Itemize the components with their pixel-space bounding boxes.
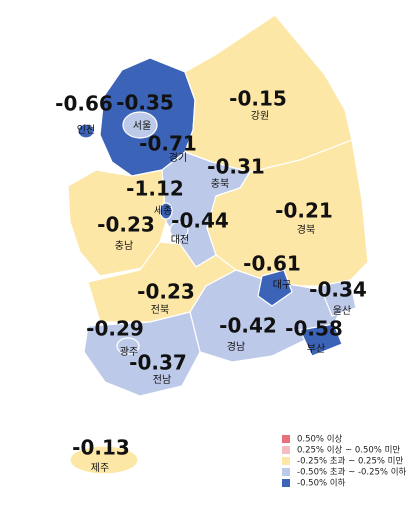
region-name: 부산 [307,343,325,355]
region-name: 강원 [251,110,269,122]
legend-swatch [282,446,290,454]
region-name: 제주 [91,462,109,474]
region-value: -0.37 [129,351,187,375]
legend-label: -0.25% 초과 ~ 0.25% 미만 [297,457,403,467]
region-value: -0.15 [229,87,287,111]
region [169,221,189,239]
region-value: -0.21 [275,199,333,223]
region-value: -0.23 [137,280,195,304]
region [257,269,293,307]
legend-label: 0.50% 이상 [297,434,343,445]
region-name: 인천 [77,124,95,136]
region-name: 전남 [153,374,171,386]
legend-swatch [282,468,290,476]
legend-label: -0.50% 초과 ~ -0.25% 이하 [297,467,407,478]
legend-label: 0.25% 이상 ~ 0.50% 미만 [297,445,400,456]
region-name: 경기 [169,151,187,164]
region-name: 충남 [115,240,133,252]
legend-swatch [282,479,290,487]
region-value: -0.35 [116,91,174,115]
region [77,123,95,139]
region [116,337,140,355]
region [122,111,158,139]
region [159,202,173,220]
region-name: 전북 [151,304,169,316]
region [319,279,357,317]
legend-swatch [282,457,290,465]
region-name: 대구 [273,279,291,291]
region-value: -0.34 [309,278,367,302]
region-name: 울산 [333,305,351,317]
region-value: -0.58 [285,317,343,341]
region-value: -0.13 [72,436,130,460]
region [83,311,201,397]
region-name: 경북 [297,223,315,236]
region-value: -0.42 [219,314,277,338]
region-name: 광주 [120,346,138,358]
region-value: -1.12 [126,177,184,201]
region-name: 대전 [171,234,189,246]
legend-swatch [282,435,290,443]
region-value: -0.61 [243,252,301,276]
region-value: -0.71 [139,132,197,156]
region-name: 경남 [227,340,245,353]
region-value: -0.66 [55,92,113,116]
region-value: -0.44 [171,209,229,233]
region-name: 서울 [133,120,151,132]
region-value: -0.23 [97,213,155,237]
region-name: 충북 [211,178,229,190]
region [299,323,343,357]
region-name: 세종 [154,205,172,217]
region [69,445,139,475]
region-value: -0.29 [86,317,144,341]
region-value: -0.31 [207,155,265,179]
legend-label: -0.50% 이하 [297,478,346,489]
